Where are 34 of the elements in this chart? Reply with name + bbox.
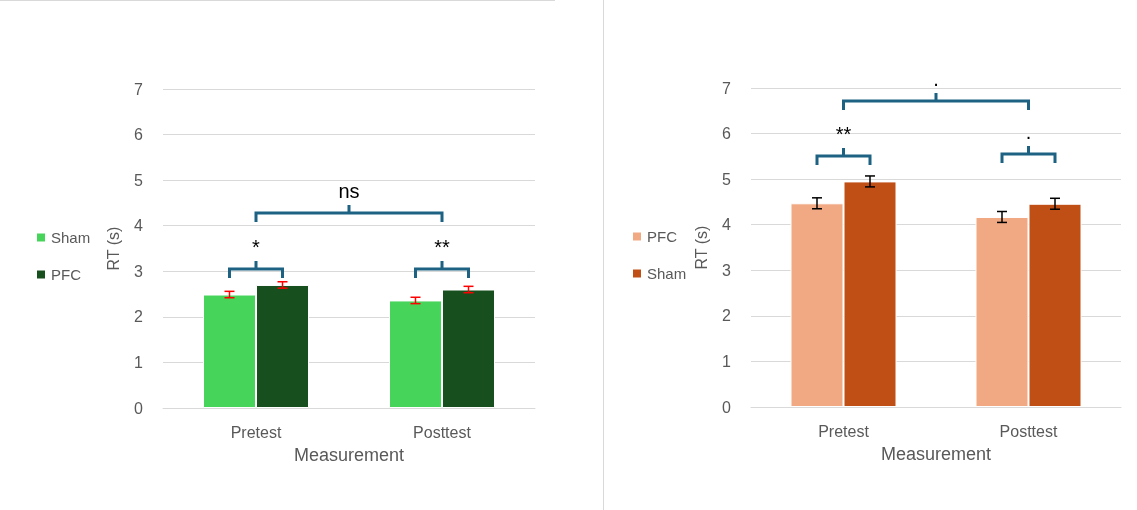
x-tick-label: Posttest [999,422,1058,440]
x-tick-label: Posttest [413,423,472,441]
legend-label: Sham [51,229,91,246]
x-axis-title: Measurement [880,444,992,464]
y-tick-label: 1 [134,353,144,371]
y-tick-label: 6 [722,125,732,143]
y-tick-label: 2 [722,307,732,325]
y-tick-label: 0 [134,399,144,417]
annotation: ns [338,180,360,202]
y-tick-label: 4 [722,216,732,234]
annotation: ** [434,236,450,258]
y-tick-label: 6 [134,126,144,144]
annotation: . [933,68,939,90]
y-tick-label: 7 [722,79,732,97]
legend-label: PFC [647,228,678,245]
y-tick-label: 5 [722,170,732,188]
annotation: * [252,236,261,258]
annotation: ** [835,123,852,145]
y-axis-title: RT (s) [692,225,710,270]
annotation: . [1025,121,1032,143]
y-tick-label: 3 [722,261,732,279]
x-tick-label: Pretest [230,423,282,441]
y-tick-label: 1 [722,352,732,370]
y-tick-label: 4 [134,217,144,235]
y-tick-label: 2 [134,308,144,326]
y-axis-title: RT (s) [104,226,122,271]
y-tick-label: 5 [134,171,144,189]
x-tick-label: Pretest [818,422,870,440]
y-tick-label: 7 [134,80,144,98]
y-tick-label: 0 [722,398,732,416]
legend-label: PFC [51,266,82,283]
x-axis-title: Measurement [293,445,405,465]
y-tick-label: 3 [134,262,144,280]
legend-label: Sham [647,265,687,282]
